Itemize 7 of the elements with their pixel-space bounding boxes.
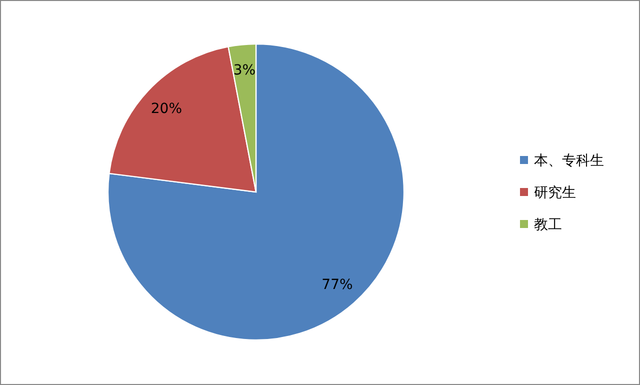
legend-label: 本、专科生 [534,153,604,169]
legend-label: 教工 [534,217,562,233]
data-label: 20% [150,100,182,117]
legend-label: 研究生 [534,185,576,201]
data-label: 77% [322,277,353,294]
data-label: 3% [233,62,256,79]
pie-slice [107,43,404,340]
